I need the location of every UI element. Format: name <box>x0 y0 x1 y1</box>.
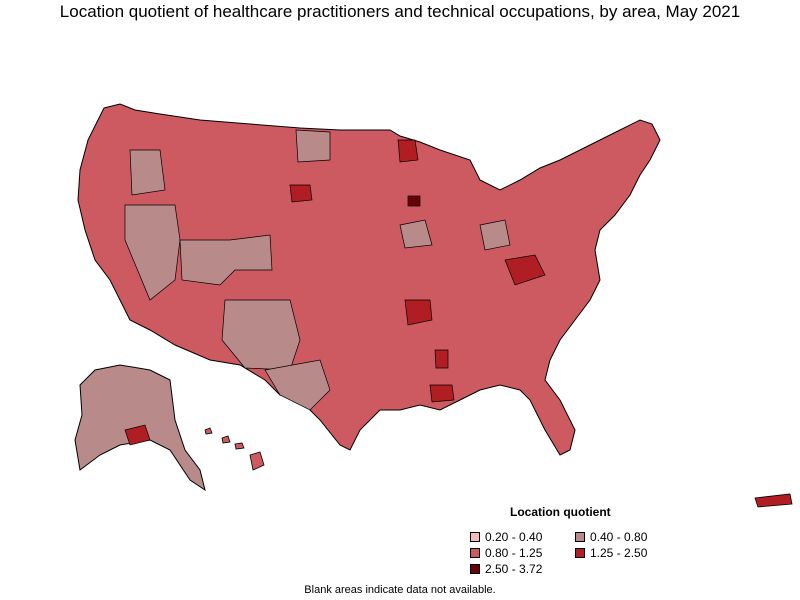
legend-label: 0.40 - 0.80 <box>590 530 648 544</box>
legend-swatch <box>470 548 480 558</box>
puerto-rico <box>754 493 793 508</box>
region-high-5 <box>434 349 449 369</box>
region-ohio-low <box>479 219 511 251</box>
hawaii-islands <box>204 427 265 471</box>
alaska-high-region <box>124 424 151 446</box>
region-top-1 <box>407 195 421 207</box>
legend-label: 1.25 - 2.50 <box>590 546 648 560</box>
region-high-4 <box>289 184 313 203</box>
region-utah-colorado <box>179 234 273 286</box>
legend-label: 2.50 - 3.72 <box>485 562 543 576</box>
legend-item-2: 0.80 - 1.25 <box>470 546 542 560</box>
legend-swatch <box>575 548 585 558</box>
legend-swatch <box>575 532 585 542</box>
legend-item-3: 1.25 - 2.50 <box>575 546 647 560</box>
region-high-3 <box>397 139 419 163</box>
legend-item-4: 2.50 - 3.72 <box>470 562 542 576</box>
contiguous-us-region <box>77 103 661 456</box>
legend-title: Location quotient <box>510 505 611 519</box>
region-north-dakota <box>295 129 331 163</box>
region-midwest-low <box>399 219 433 249</box>
legend-swatch <box>470 532 480 542</box>
region-west-texas <box>264 359 331 411</box>
legend-item-1: 0.40 - 0.80 <box>575 530 647 544</box>
region-high-1 <box>404 299 433 326</box>
map-title: Location quotient of healthcare practiti… <box>59 2 741 21</box>
legend-swatch <box>470 564 480 574</box>
legend-label: 0.80 - 1.25 <box>485 546 543 560</box>
footnote: Blank areas indicate data not available. <box>304 584 496 596</box>
region-nevada-utah <box>124 204 181 301</box>
region-high-2 <box>504 254 546 286</box>
legend-item-0: 0.20 - 0.40 <box>470 530 542 544</box>
legend-label: 0.20 - 0.40 <box>485 530 543 544</box>
region-idaho <box>129 149 166 196</box>
region-high-6 <box>429 384 455 403</box>
